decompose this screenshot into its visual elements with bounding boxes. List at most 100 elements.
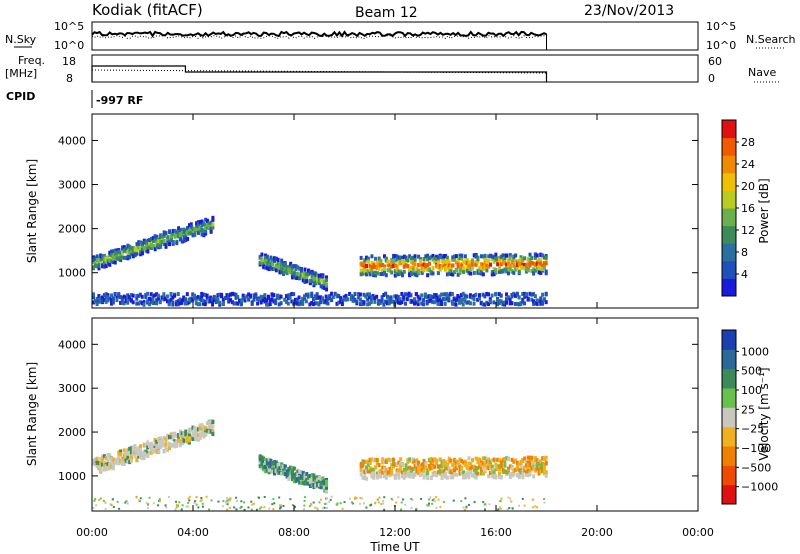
power-cell (478, 265, 482, 270)
velocity-cell (312, 485, 316, 490)
power-cell (427, 256, 431, 261)
power-cell (506, 271, 510, 276)
velocity-cell (273, 502, 276, 505)
power-cell (305, 274, 309, 279)
velocity-cell (451, 475, 455, 480)
velocity-colorbar-tick-label: −1000 (741, 481, 778, 494)
power-cell (404, 292, 408, 297)
power-cell (374, 270, 378, 275)
x-tick-label: 04:00 (177, 526, 209, 539)
power-cell (544, 292, 548, 297)
velocity-cell (112, 505, 115, 508)
power-cell (426, 263, 430, 268)
power-cell (362, 292, 366, 297)
power-cell (366, 269, 370, 274)
power-cell (357, 293, 361, 298)
velocity-cell (462, 506, 465, 509)
power-cell (308, 270, 312, 275)
velocity-cell (481, 456, 485, 461)
power-cell (202, 228, 206, 233)
power-cell (365, 268, 369, 273)
velocity-cell (195, 503, 198, 506)
velocity-cell (260, 459, 264, 464)
power-cell (260, 252, 264, 257)
power-cell (155, 240, 159, 245)
freq-trace (91, 65, 548, 82)
power-cell (298, 266, 302, 271)
power-cell (365, 263, 369, 268)
power-cell (294, 264, 298, 269)
power-cell (294, 266, 298, 271)
power-cell (204, 217, 208, 222)
x-tick-label: 20:00 (581, 526, 613, 539)
velocity-cell (485, 464, 489, 469)
power-cell (436, 270, 440, 275)
power-cell (515, 291, 519, 296)
velocity-cell (102, 499, 105, 502)
velocity-cell (155, 444, 159, 449)
power-cell (139, 249, 143, 254)
velocity-cell (472, 474, 476, 479)
power-cell (171, 241, 175, 246)
power-cell (431, 265, 435, 270)
power-cell (469, 264, 473, 269)
velocity-cell (323, 480, 327, 485)
velocity-cell (404, 470, 408, 475)
velocity-cell (135, 447, 139, 452)
power-cell (379, 263, 383, 268)
power-cell (126, 300, 130, 305)
velocity-cell (451, 462, 455, 467)
power-cell (445, 296, 449, 301)
velocity-cell (531, 498, 534, 501)
power-cell (481, 302, 485, 307)
velocity-cell (526, 463, 530, 468)
power-cell (115, 256, 119, 261)
velocity-cell (146, 506, 149, 509)
power-cell (409, 293, 413, 298)
velocity-cell (97, 499, 100, 502)
power-cell (169, 292, 173, 297)
power-cell (370, 265, 374, 270)
velocity-cell (177, 438, 181, 443)
power-cell (539, 301, 543, 306)
power-cell (144, 246, 148, 251)
power-cell (526, 262, 530, 267)
power-cell (505, 268, 509, 273)
velocity-cell (146, 503, 149, 506)
velocity-cell (155, 449, 159, 454)
power-cell (376, 298, 380, 303)
velocity-cell (424, 461, 428, 466)
power-cell (159, 233, 163, 238)
velocity-cell (226, 498, 229, 501)
velocity-cell (383, 467, 387, 472)
power-cell (295, 301, 299, 306)
power-cell (194, 301, 198, 306)
velocity-cell (99, 461, 103, 466)
y-tick-label: 3000 (58, 179, 86, 192)
power-cell (363, 269, 367, 274)
power-cell (342, 296, 346, 301)
power-cell (110, 297, 114, 302)
velocity-cell (515, 466, 519, 471)
velocity-cell (119, 449, 123, 454)
velocity-cell (535, 466, 539, 471)
velocity-cell (269, 464, 273, 469)
velocity-cell (370, 473, 374, 478)
velocity-cell (250, 508, 253, 511)
velocity-cell (361, 463, 365, 468)
power-cell (472, 270, 476, 275)
power-cell (447, 293, 451, 298)
power-cell (264, 265, 268, 270)
power-cell (212, 298, 216, 303)
power-cell (499, 269, 503, 274)
power-cell (532, 301, 536, 306)
power-cell (506, 258, 510, 263)
power-cell (492, 259, 496, 264)
velocity-cell (278, 504, 281, 507)
power-cell (162, 234, 166, 239)
power-cell (263, 299, 267, 304)
power-cell (281, 263, 285, 268)
power-cell (202, 231, 206, 236)
velocity-cell (368, 469, 372, 474)
power-cell (405, 297, 409, 302)
